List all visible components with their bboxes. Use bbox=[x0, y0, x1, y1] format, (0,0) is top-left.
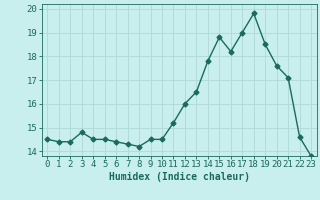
X-axis label: Humidex (Indice chaleur): Humidex (Indice chaleur) bbox=[109, 172, 250, 182]
